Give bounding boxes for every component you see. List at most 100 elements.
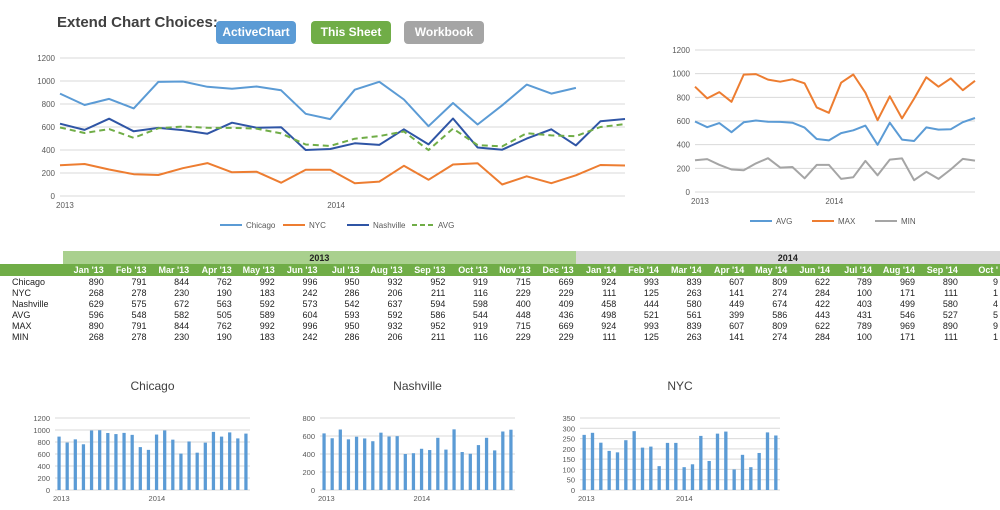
table-cell: 919 bbox=[472, 320, 488, 331]
table-cell: 592 bbox=[387, 309, 403, 320]
table-cell: 5 bbox=[992, 309, 998, 320]
table-cell: 890 bbox=[942, 320, 958, 331]
bar bbox=[130, 434, 134, 490]
series-line-avg bbox=[59, 123, 626, 152]
corner-cell bbox=[0, 251, 63, 264]
table-cell: 580 bbox=[942, 298, 958, 309]
y-tick-label: 600 bbox=[37, 450, 50, 459]
table-cell: 505 bbox=[216, 309, 232, 320]
bar bbox=[346, 439, 351, 490]
table-cell: 890 bbox=[88, 276, 104, 287]
bar bbox=[607, 450, 611, 490]
month-header: Feb '13 bbox=[105, 264, 149, 276]
chicago-bar-chart[interactable]: Chicago 0 200 400 600 800 1000 1200 2013 2014 bbox=[20, 372, 255, 510]
this-sheet-button[interactable]: This Sheet bbox=[311, 21, 391, 44]
month-header: Apr '13 bbox=[191, 264, 234, 276]
bar bbox=[749, 467, 753, 490]
table-cell: 444 bbox=[643, 298, 659, 309]
row-label: Nashville bbox=[12, 298, 49, 309]
y-tick-label: 150 bbox=[562, 455, 575, 464]
table-cell: 229 bbox=[515, 331, 531, 342]
bar bbox=[476, 445, 481, 490]
workbook-button[interactable]: Workbook bbox=[404, 21, 484, 44]
cities-line-chart[interactable]: 0 200 400 600 800 1000 1200 2013 2014 Chicago NYC N… bbox=[20, 50, 630, 240]
x-tick-label: 2013 bbox=[691, 197, 709, 206]
table-cell: 229 bbox=[558, 287, 574, 298]
table-cell: 993 bbox=[643, 276, 659, 287]
table-cell: 206 bbox=[387, 331, 403, 342]
month-header: Jul '14 bbox=[831, 264, 874, 276]
avg-max-min-line-chart[interactable]: 0 200 400 600 800 1000 1200 2013 2014 AVG MAX MIN bbox=[655, 40, 990, 235]
month-header: Sep '13 bbox=[404, 264, 448, 276]
bar bbox=[322, 433, 326, 490]
table-cell: 111 bbox=[602, 287, 617, 298]
table-cell: 844 bbox=[174, 276, 190, 287]
table-cell: 443 bbox=[814, 309, 830, 320]
bar bbox=[740, 454, 745, 490]
table-cell: 580 bbox=[686, 298, 702, 309]
table-cell: 586 bbox=[430, 309, 446, 320]
bar bbox=[699, 435, 703, 490]
table-cell: 791 bbox=[131, 320, 147, 331]
table-cell: 924 bbox=[601, 320, 617, 331]
bar bbox=[195, 452, 199, 490]
bar bbox=[501, 431, 505, 490]
bar bbox=[599, 442, 603, 490]
active-chart-button[interactable]: ActiveChart bbox=[216, 21, 296, 44]
month-header: Mar '13 bbox=[148, 264, 192, 276]
bar bbox=[436, 437, 440, 490]
bar bbox=[98, 430, 102, 490]
table-cell: 674 bbox=[772, 298, 788, 309]
table-cell: 521 bbox=[643, 309, 659, 320]
series-line-nyc bbox=[59, 162, 626, 186]
bar bbox=[114, 434, 118, 490]
bar bbox=[411, 453, 416, 490]
legend-label-chicago: Chicago bbox=[246, 221, 276, 230]
bar bbox=[682, 467, 686, 490]
bar bbox=[228, 432, 232, 490]
table-cell: 598 bbox=[472, 298, 488, 309]
table-cell: 498 bbox=[601, 309, 617, 320]
bar bbox=[665, 442, 670, 490]
table-cell: 582 bbox=[174, 309, 190, 320]
x-tick-label: 2013 bbox=[56, 201, 74, 210]
series-line-chicago bbox=[59, 80, 577, 128]
month-header: Aug '13 bbox=[361, 264, 405, 276]
y-tick-label: 1000 bbox=[37, 77, 55, 86]
table-cell: 278 bbox=[131, 287, 147, 298]
y-tick-label: 1000 bbox=[672, 70, 690, 79]
y-tick-label: 50 bbox=[567, 476, 575, 485]
month-header: Jan '14 bbox=[575, 264, 619, 276]
month-header: Oct '13 bbox=[447, 264, 490, 276]
table-cell: 952 bbox=[430, 276, 446, 287]
table-cell: 278 bbox=[131, 331, 147, 342]
table-cell: 546 bbox=[900, 309, 916, 320]
legend-label-max: MAX bbox=[838, 217, 856, 226]
nashville-bar-chart[interactable]: Nashville 0 200 400 600 800 2013 2014 bbox=[285, 372, 520, 510]
month-header: Oct ' bbox=[959, 264, 1000, 276]
row-label: MIN bbox=[12, 331, 29, 342]
table-cell: 100 bbox=[856, 331, 872, 342]
table-cell: 268 bbox=[88, 287, 104, 298]
bar bbox=[65, 442, 69, 490]
month-header: Jun '14 bbox=[789, 264, 832, 276]
table-cell: 924 bbox=[601, 276, 617, 287]
month-header: May '14 bbox=[746, 264, 790, 276]
year-header-2014: 2014 bbox=[575, 251, 1000, 264]
table-cell: 669 bbox=[558, 320, 574, 331]
table-cell: 594 bbox=[430, 298, 446, 309]
month-header: Jan '13 bbox=[63, 264, 106, 276]
bar bbox=[244, 433, 248, 490]
table-cell: 890 bbox=[88, 320, 104, 331]
bar bbox=[106, 433, 110, 490]
x-tick-label: 2013 bbox=[318, 494, 335, 503]
table-cell: 183 bbox=[259, 287, 275, 298]
table-cell: 141 bbox=[729, 331, 745, 342]
bar bbox=[330, 438, 334, 490]
month-header: Dec '13 bbox=[532, 264, 576, 276]
bar bbox=[57, 436, 61, 490]
table-cell: 284 bbox=[814, 287, 830, 298]
table-cell: 399 bbox=[729, 309, 745, 320]
bar bbox=[757, 452, 761, 490]
